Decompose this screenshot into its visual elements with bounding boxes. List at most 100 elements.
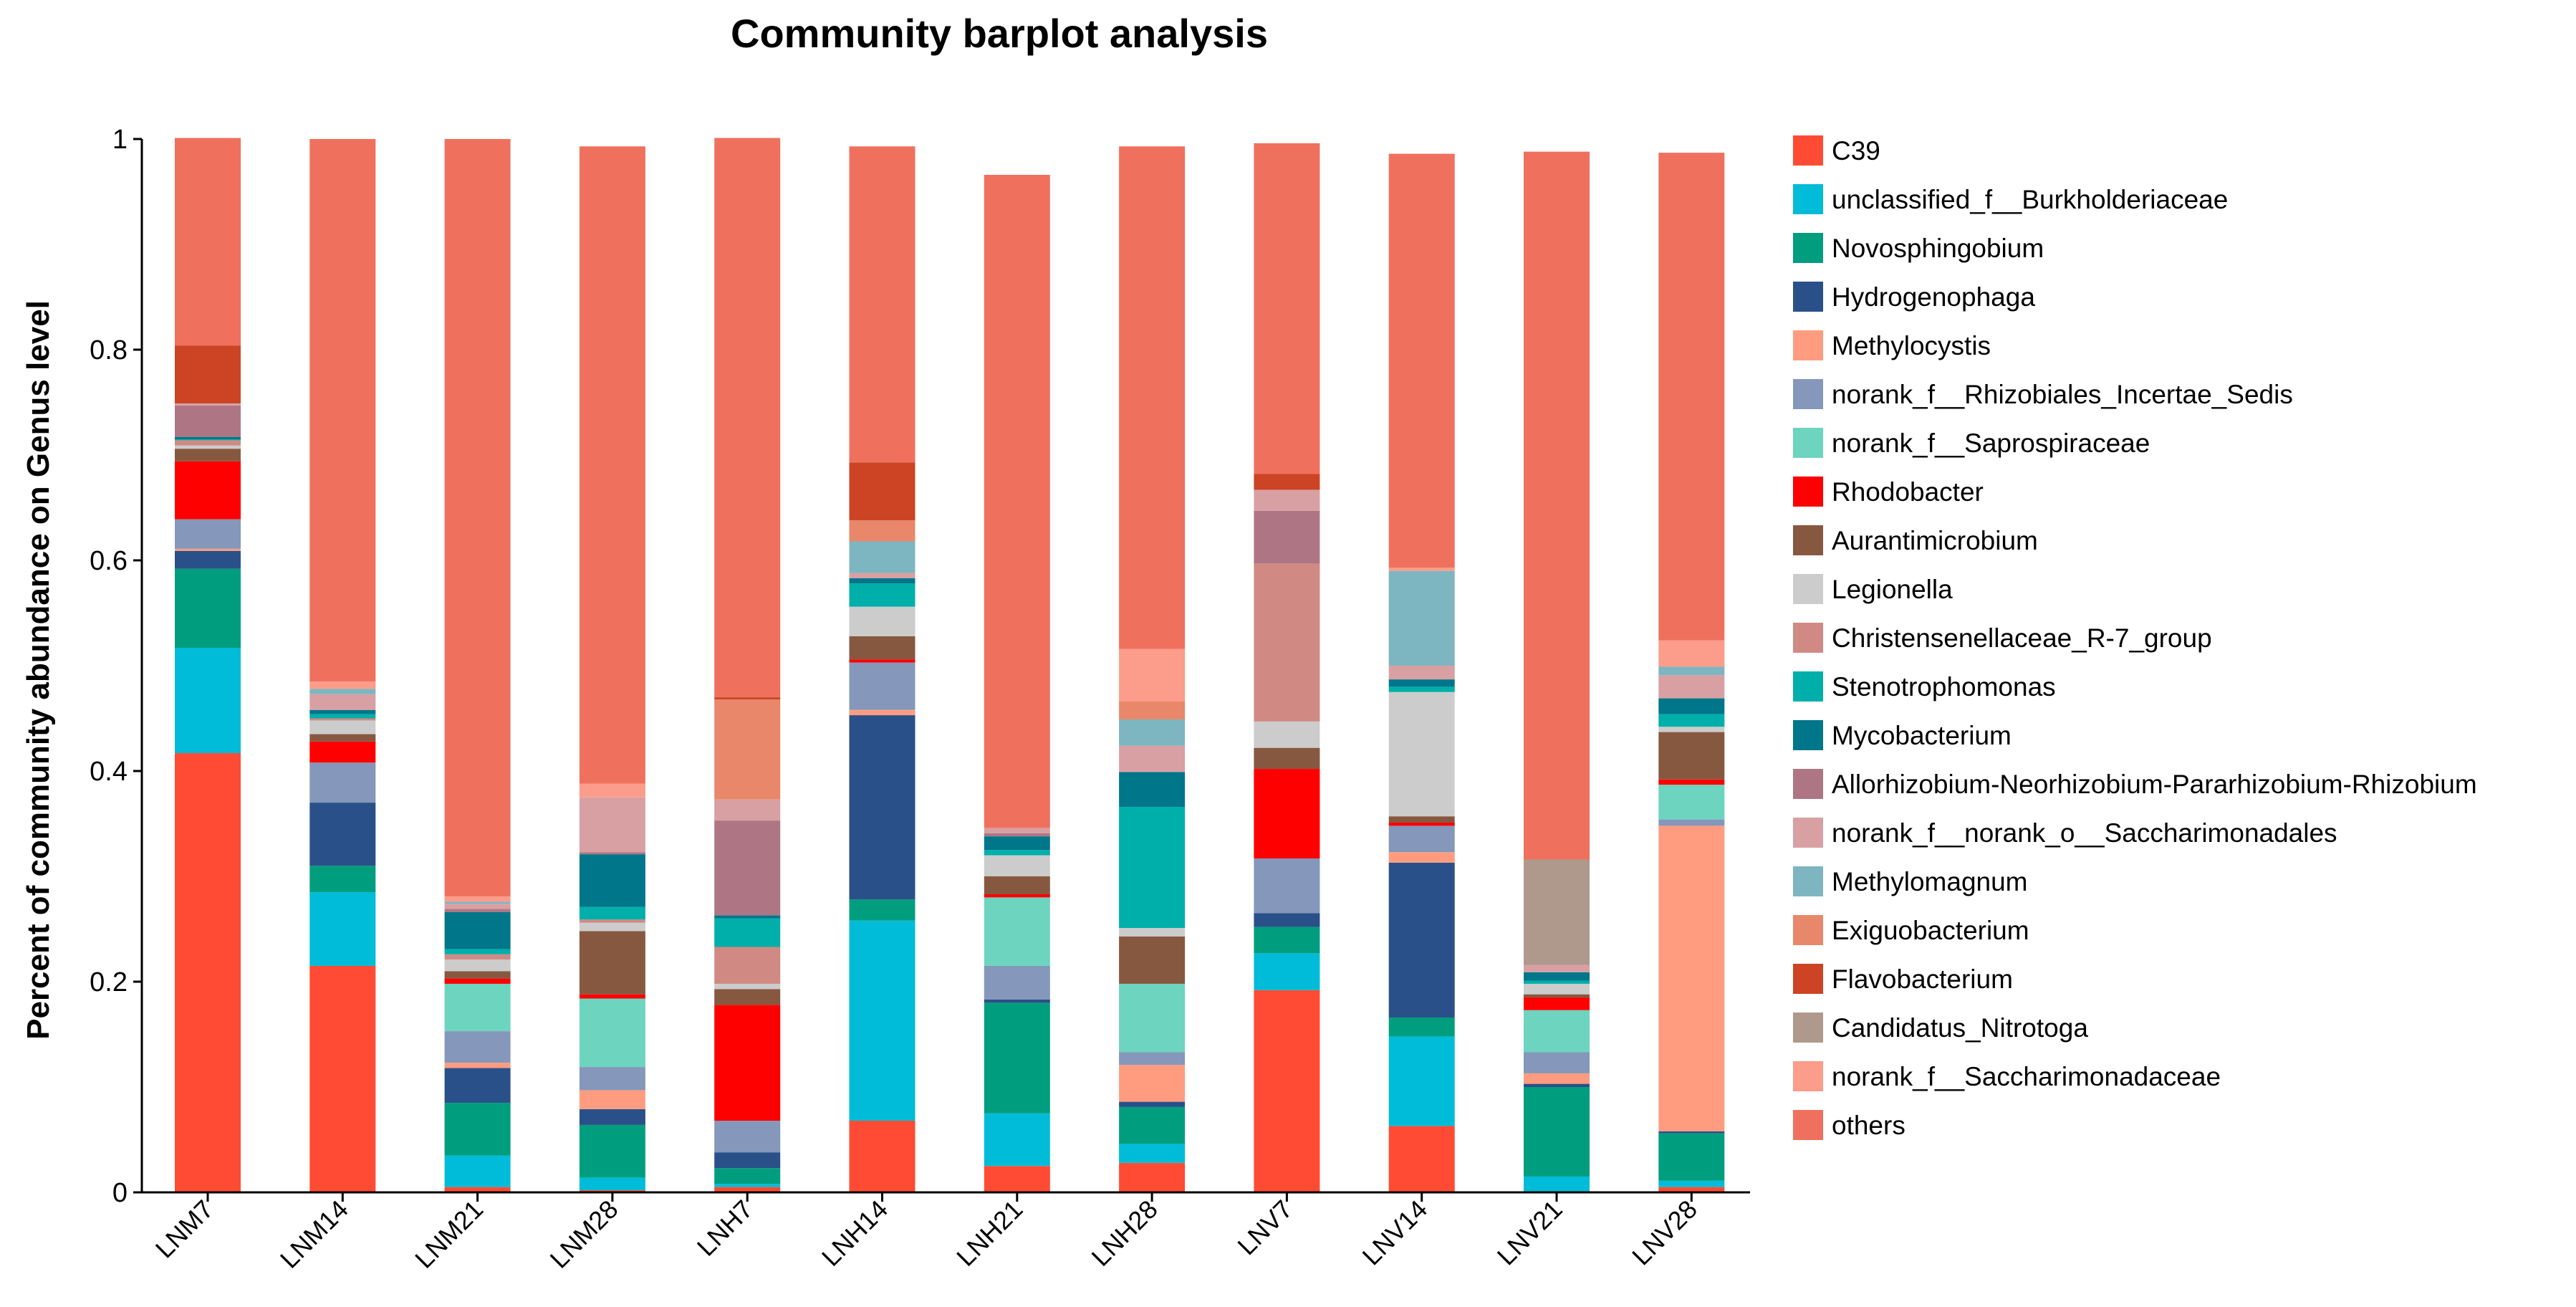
bar-stack-lnh7: LNH7 · C39: 0.005LNH7 · unclassified_f__… [714,138,781,1192]
y-ticks-group: 0 0.2 0.4 0.6 0.8 1 [90,125,142,1208]
bar-segment: LNH14 · Hydrogenophaga: 0.175 [849,715,915,900]
bar-segment: LNH7 · norank_f__Rhizobiales_Incertae_Se… [714,1121,781,1153]
legend-swatch [1793,282,1823,312]
bar-segment: LNM14 · Mycobacterium: 0.004 [309,709,376,714]
bar-segment: LNM28 · Methylocystis: 0.018 [579,1090,645,1109]
bar-segment: LNV7 · others: 0.314 [1254,143,1320,474]
legend-item: Methylomagnum [1793,866,2028,896]
bar-segment: LNV7 · Aurantimicrobium: 0.02 [1254,747,1320,770]
bar-segment: LNH28 · Novosphingobium: 0.035 [1119,1106,1186,1144]
bar-segment: LNH21 · unclassified_f__Burkholderiaceae… [984,1113,1050,1167]
bar-segment: LNH7 · Hydrogenophaga: 0.015 [714,1152,781,1169]
legend-swatch [1793,477,1823,507]
bar-stack-lnh28: LNH28 · C39: 0.028LNH28 · unclassified_f… [1119,146,1186,1192]
legend-swatch [1793,525,1823,555]
legend-label: Allorhizobium-Neorhizobium-Pararhizobium… [1832,770,2477,799]
bar-segment: LNM21 · Novosphingobium: 0.05 [444,1103,511,1156]
bar-segment: LNM21 · C39: 0.005 [444,1187,511,1192]
legend-swatch [1793,623,1823,653]
y-tick-label: 0 [112,1178,128,1208]
x-tick-label: LNM28 [544,1195,623,1274]
bar-stack-lnm21: LNM21 · C39: 0.005LNM21 · unclassified_f… [444,139,511,1192]
bar-segment: LNH28 · Hydrogenophaga: 0.005 [1119,1101,1186,1107]
bar-segment: LNH28 · norank_f__Rhizobiales_Incertae_S… [1119,1052,1186,1066]
legend-item: Hydrogenophaga [1793,282,2035,312]
legend-swatch [1793,1061,1823,1091]
x-tick-label: LNM21 [409,1195,489,1274]
bar-segment: LNV28 · unclassified_f__Burkholderiaceae… [1658,1180,1725,1187]
legend-item: Exiguobacterium [1793,915,2029,945]
legend-item: Aurantimicrobium [1793,525,2038,555]
bar-segment: LNV28 · C39: 0.005 [1658,1187,1725,1192]
bar-segment: LNV7 · Legionella: 0.025 [1254,721,1320,748]
bar-segment: LNH21 · Aurantimicrobium: 0.017 [984,876,1050,894]
legend-label: others [1832,1111,1905,1140]
bar-segment: LNM28 · Legionella: 0.008 [579,922,645,932]
bar-segment: LNM14 · Stenotrophomonas: 0.004 [309,714,376,719]
bar-segment: LNM21 · Methylocystis: 0.005 [444,1063,511,1068]
bar-segment: LNV28 · Hydrogenophaga: 0.002 [1658,1131,1725,1134]
bar-segment: LNH7 · others: 0.531 [714,138,781,698]
bar-segment: LNM7 · Hydrogenophaga: 0.017 [175,550,241,569]
bar-segment: LNV28 · Stenotrophomonas: 0.012 [1658,714,1725,727]
bar-segment: LNM28 · norank_f__Saprospiraceae: 0.065 [579,998,645,1068]
legend-item: Flavobacterium [1793,964,2013,994]
legend-label: norank_f__Saccharimonadaceae [1832,1062,2221,1091]
bar-segment: LNH14 · Methylomagnum: 0.03 [849,541,915,573]
legend-item: Mycobacterium [1793,720,2012,750]
bar-segment: LNM21 · Rhodobacter: 0.005 [444,978,511,984]
bar-segment: LNH7 · Flavobacterium: 0.002 [714,697,781,700]
bar-segment: LNH14 · C39: 0.068 [849,1121,915,1192]
bar-segment: LNM28 · Stenotrophomonas: 0.012 [579,906,645,920]
legend-label: Candidatus_Nitrotoga [1832,1013,2088,1043]
bar-segment: LNM7 · norank_f__norank_o__Saccharimonad… [175,403,241,406]
bar-segment: LNH7 · Novosphingobium: 0.015 [714,1168,781,1184]
bar-segment: LNV21 · Aurantimicrobium: 0.003 [1524,994,1590,998]
bar-segment: LNH14 · Legionella: 0.028 [849,606,915,636]
bar-segment: LNH28 · others: 0.477 [1119,146,1186,649]
bar-segment: LNV28 · norank_f__Saccharimonadaceae: 0.… [1658,640,1725,667]
bar-segment: LNH14 · Flavobacterium: 0.055 [849,462,915,521]
bar-segment: LNH21 · norank_f__Saprospiraceae: 0.065 [984,897,1050,966]
bar-segment: LNV14 · Legionella: 0.118 [1388,691,1455,817]
bar-segment: LNM28 · unclassified_f__Burkholderiaceae… [579,1177,645,1191]
bar-segment: LNM21 · Hydrogenophaga: 0.033 [444,1068,511,1103]
bar-segment: LNM21 · unclassified_f__Burkholderiaceae… [444,1155,511,1187]
legend-item: Legionella [1793,574,1953,604]
bar-segment: LNM7 · Allorhizobium-Neorhizobium-Pararh… [175,405,241,438]
bar-segment: LNM7 · others: 0.197 [175,138,241,346]
bar-segment: LNH21 · others: 0.62 [984,174,1050,828]
bar-segment: LNV7 · Christensenellaceae_R-7_group: 0.… [1254,563,1320,722]
legend-swatch [1793,233,1823,263]
bar-segment: LNH28 · Methylomagnum: 0.025 [1119,719,1186,746]
x-tick-label: LNH14 [816,1195,893,1272]
legend-swatch [1793,135,1823,166]
bar-segment: LNM14 · norank_f__Rhizobiales_Incertae_S… [309,762,376,803]
bar-segment: LNM7 · unclassified_f__Burkholderiaceae:… [175,648,241,754]
legend-item: norank_f__Saccharimonadaceae [1793,1061,2221,1091]
legend-item: unclassified_f__Burkholderiaceae [1793,184,2228,214]
bar-segment: LNH21 · norank_f__norank_o__Saccharimona… [984,828,1050,833]
bar-segment: LNM21 · norank_f__Saccharimonadaceae: 0.… [444,896,511,902]
bar-segment: LNM7 · Flavobacterium: 0.055 [175,345,241,403]
bar-segment: LNH28 · Aurantimicrobium: 0.045 [1119,936,1186,984]
legend-swatch [1793,574,1823,604]
bar-segment: LNM28 · Christensenellaceae_R-7_group: 0… [579,919,645,923]
chart-title: Community barplot analysis [731,11,1268,56]
bar-segment: LNM14 · Methylomagnum: 0.005 [309,689,376,694]
bar-segment: LNV28 · Legionella: 0.005 [1658,727,1725,732]
bar-segment: LNM28 · Hydrogenophaga: 0.015 [579,1109,645,1125]
legend-label: Legionella [1832,575,1953,604]
bar-segment: LNH21 · Hydrogenophaga: 0.003 [984,999,1050,1003]
bar-segment: LNM7 · Stenotrophomonas: 0.001 [175,439,241,441]
legend-label: Christensenellaceae_R-7_group [1832,623,2212,653]
legend-label: Novosphingobium [1832,234,2044,263]
legend-label: Hydrogenophaga [1832,282,2035,312]
bar-segment: LNV28 · norank_f__Rhizobiales_Incertae_S… [1658,819,1725,826]
bar-segment: LNV21 · Hydrogenophaga: 0.003 [1524,1083,1590,1087]
legend-item: Candidatus_Nitrotoga [1793,1012,2088,1043]
bar-segment: LNM21 · norank_f__norank_o__Saccharimona… [444,904,511,909]
y-tick-label: 0.6 [90,546,128,576]
bar-segment: LNH28 · C39: 0.028 [1119,1162,1186,1192]
legend-swatch [1793,915,1823,945]
